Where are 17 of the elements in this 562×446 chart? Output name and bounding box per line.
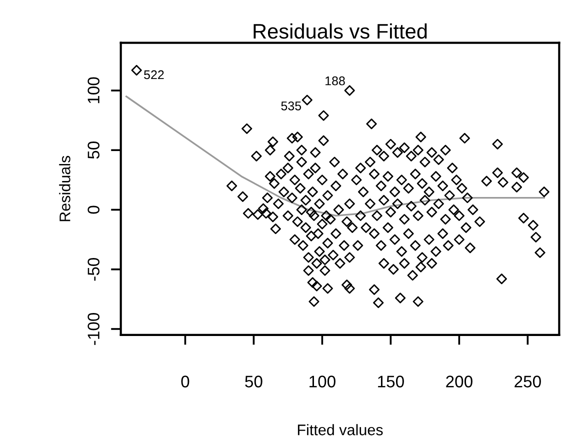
x-tick-label: 250 <box>514 376 541 388</box>
y-tick-label: -100 <box>88 312 100 345</box>
y-tick-label: 0 <box>88 206 100 214</box>
x-tick-label: 150 <box>378 376 404 388</box>
x-tick-label: 0 <box>181 376 190 388</box>
y-tick-label: 50 <box>88 142 100 159</box>
chart-title: Residuals vs Fitted <box>254 23 427 39</box>
y-tick-label: 100 <box>88 77 100 104</box>
y-tick-label: -50 <box>88 258 100 281</box>
x-tick-label: 50 <box>245 376 262 388</box>
annotation: 188 <box>326 76 345 86</box>
annotation: 522 <box>144 70 164 80</box>
y-axis-title: Residuals <box>59 156 70 222</box>
x-tick-label: 200 <box>446 376 472 388</box>
x-axis-title: Fitted values <box>298 424 383 436</box>
x-tick-label: 100 <box>310 376 336 388</box>
annotation: 535 <box>281 102 302 110</box>
